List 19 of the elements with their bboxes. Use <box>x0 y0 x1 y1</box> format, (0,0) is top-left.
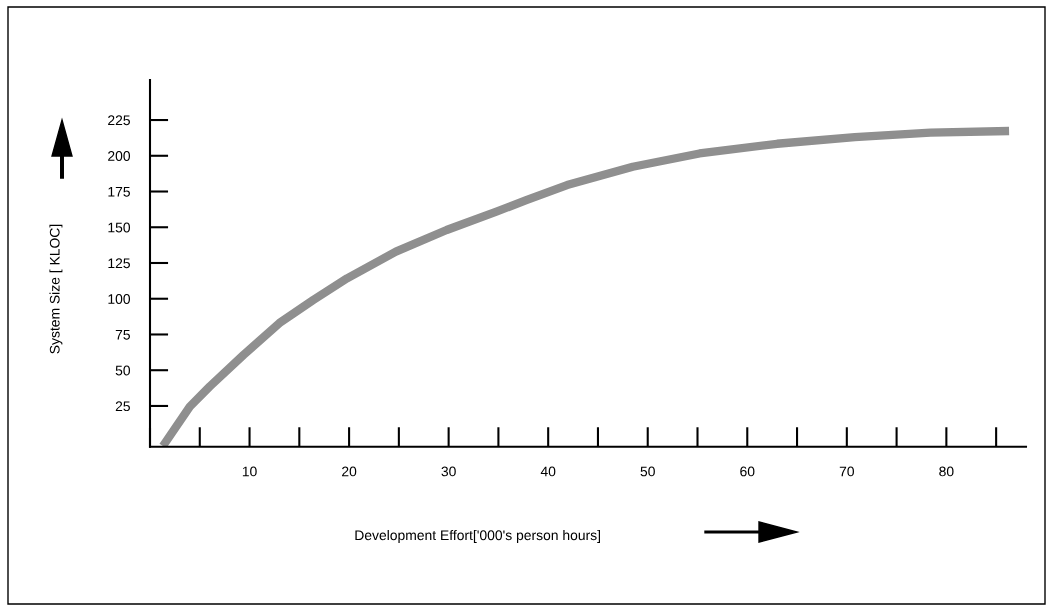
y-axis-title: System Size [ KLOC] <box>49 224 63 354</box>
y-tick-label: 225 <box>108 115 130 126</box>
y-tick-label: 75 <box>115 329 130 340</box>
y-tick-label: 125 <box>108 258 130 269</box>
y-tick-label: 150 <box>108 222 131 233</box>
x-tick-label: 40 <box>540 466 556 477</box>
y-tick-label: 50 <box>115 365 131 376</box>
y-tick-label: 175 <box>108 186 130 197</box>
x-tick-label: 80 <box>939 466 954 477</box>
y-tick-label: 200 <box>108 151 131 161</box>
x-tick-label: 50 <box>640 466 655 477</box>
x-tick-label: 10 <box>242 466 257 477</box>
x-tick-label: 30 <box>441 466 456 477</box>
x-axis-title: Development Effort['000's person hours] <box>355 529 600 543</box>
y-tick-label: 100 <box>108 294 131 304</box>
x-tick-label: 60 <box>740 466 755 477</box>
x-tick-label: 20 <box>342 466 357 477</box>
x-tick-label: 70 <box>839 466 854 477</box>
y-tick-label: 25 <box>115 401 130 412</box>
